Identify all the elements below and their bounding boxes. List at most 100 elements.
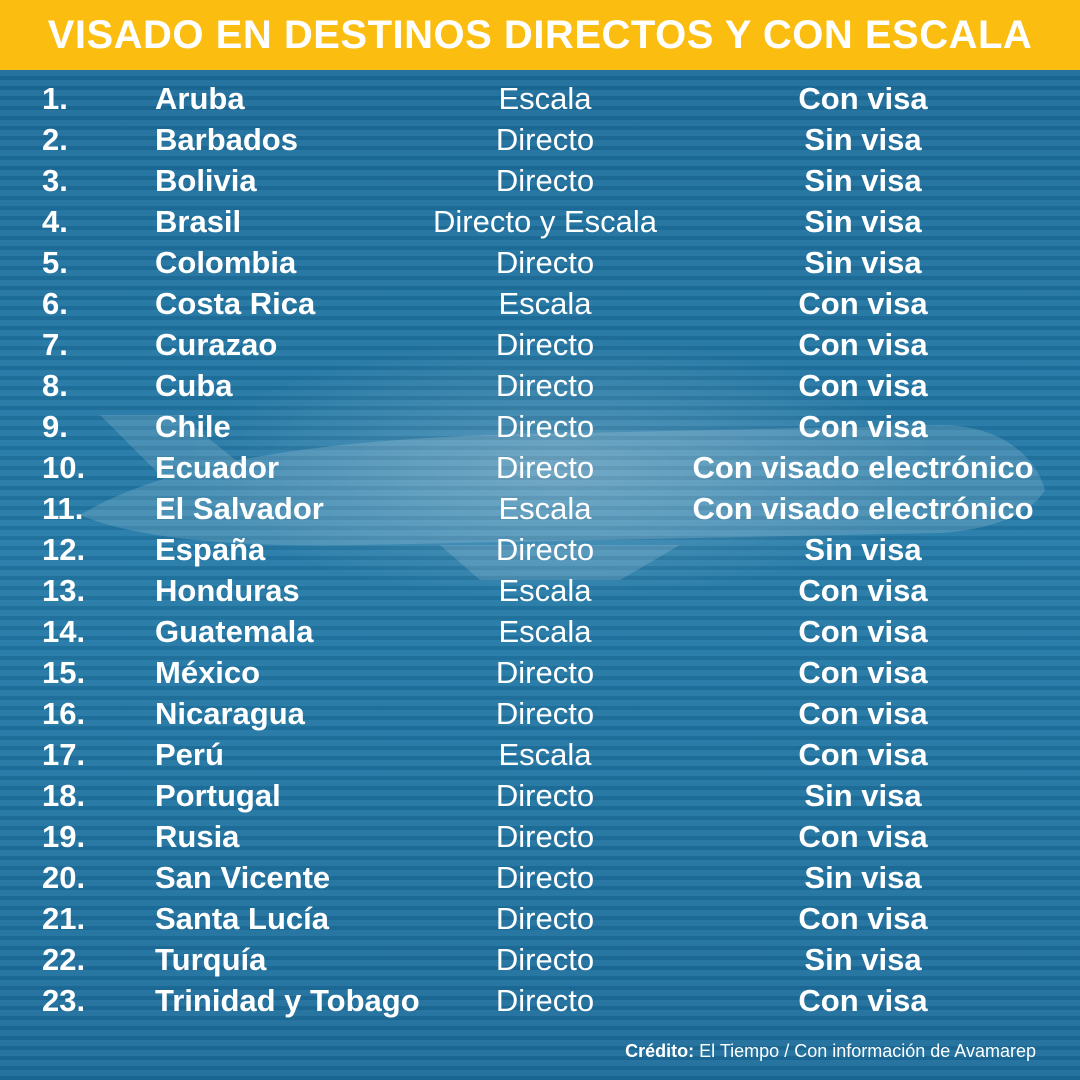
route-type: Directo — [495, 245, 595, 280]
visa-requirement: Con visa — [798, 983, 928, 1018]
table-row: 18. Portugal Directo Sin visa — [0, 775, 1080, 816]
country-name: Ecuador — [155, 450, 280, 485]
row-number: 20. — [42, 860, 86, 895]
table-row: 14. Guatemala Escala Con visa — [0, 611, 1080, 652]
route-type: Directo — [495, 532, 595, 567]
table-row: 11. El Salvador Escala Con visado electróni… — [0, 488, 1080, 529]
country-name: Chile — [155, 409, 231, 444]
table-row: 23. Trinidad y Tobago Directo Con visa — [0, 980, 1080, 1021]
row-number: 11. — [42, 491, 84, 526]
country-name: Bolivia — [155, 163, 257, 198]
country-name: Honduras — [155, 573, 300, 608]
row-number: 17. — [42, 737, 86, 772]
visa-requirement: Sin visa — [804, 942, 922, 977]
visa-requirement: Con visa — [798, 655, 928, 690]
row-number: 22. — [42, 942, 86, 977]
row-number: 1. — [42, 81, 68, 116]
visa-requirement: Sin visa — [804, 122, 922, 157]
table-row: 2. Barbados Directo Sin visa — [0, 119, 1080, 160]
table-row: 17. Perú Escala Con visa — [0, 734, 1080, 775]
country-name: Barbados — [155, 122, 298, 157]
route-type: Directo — [495, 778, 595, 813]
row-number: 13. — [42, 573, 86, 608]
row-number: 14. — [42, 614, 86, 649]
route-type: Directo — [495, 368, 595, 403]
route-type: Directo — [495, 163, 595, 198]
route-type: Escala — [498, 491, 592, 526]
route-type: Directo — [495, 696, 595, 731]
route-type: Directo y Escala — [433, 204, 657, 239]
route-type: Escala — [498, 614, 592, 649]
visa-requirement: Con visa — [798, 573, 928, 608]
visa-requirement: Con visa — [798, 286, 928, 321]
row-number: 5. — [42, 245, 68, 280]
country-name: San Vicente — [155, 860, 331, 895]
row-number: 3. — [42, 163, 68, 198]
country-name: Colombia — [155, 245, 297, 280]
country-name: México — [155, 655, 261, 690]
table-row: 15. México Directo Con visa — [0, 652, 1080, 693]
table-row: 19. Rusia Directo Con visa — [0, 816, 1080, 857]
table-row: 12. España Directo Sin visa — [0, 529, 1080, 570]
table-row: 6. Costa Rica Escala Con visa — [0, 283, 1080, 324]
route-type: Directo — [495, 327, 595, 362]
row-number: 15. — [42, 655, 86, 690]
table-row: 16. Nicaragua Directo Con visa — [0, 693, 1080, 734]
row-number: 9. — [42, 409, 68, 444]
row-number: 19. — [42, 819, 86, 854]
country-name: Brasil — [155, 204, 242, 239]
country-name: Cuba — [155, 368, 233, 403]
country-name: Santa Lucía — [155, 901, 329, 936]
visa-requirement: Con visa — [798, 901, 928, 936]
table-row: 4. Brasil Directo y Escala Sin visa — [0, 201, 1080, 242]
table-row: 8. Cuba Directo Con visa — [0, 365, 1080, 406]
route-type: Directo — [495, 122, 595, 157]
country-name: Perú — [155, 737, 224, 772]
country-name: Turquía — [155, 942, 267, 977]
table-row: 7. Curazao Directo Con visa — [0, 324, 1080, 365]
country-name: Rusia — [155, 819, 240, 854]
route-type: Escala — [498, 737, 592, 772]
visa-requirement: Con visa — [798, 327, 928, 362]
row-number: 23. — [42, 983, 86, 1018]
route-type: Escala — [498, 573, 592, 608]
table-row: 13. Honduras Escala Con visa — [0, 570, 1080, 611]
visa-requirement: Con visa — [798, 81, 928, 116]
country-name: Trinidad y Tobago — [155, 983, 420, 1018]
table-row: 22. Turquía Directo Sin visa — [0, 939, 1080, 980]
visa-requirement: Con visa — [798, 737, 928, 772]
visa-requirement: Con visa — [798, 368, 928, 403]
visa-requirement: Sin visa — [804, 778, 922, 813]
row-number: 8. — [42, 368, 68, 403]
route-type: Escala — [498, 286, 592, 321]
row-number: 4. — [42, 204, 68, 239]
row-number: 2. — [42, 122, 68, 157]
visa-requirement: Sin visa — [804, 245, 922, 280]
row-number: 21. — [42, 901, 86, 936]
visa-requirement: Con visa — [798, 696, 928, 731]
row-number: 16. — [42, 696, 86, 731]
destinations-table: 1. Aruba Escala Con visa 2. Barbados Directo Si… — [0, 78, 1080, 1021]
visa-requirement: Sin visa — [804, 532, 922, 567]
header-banner: VISADO EN DESTINOS DIRECTOS Y CON ESCALA — [0, 0, 1080, 70]
country-name: Costa Rica — [155, 286, 316, 321]
row-number: 12. — [42, 532, 86, 567]
country-name: Guatemala — [155, 614, 314, 649]
visa-requirement: Sin visa — [804, 204, 922, 239]
credit-text: El Tiempo / Con información de Avamarep — [699, 1041, 1036, 1061]
visa-requirement: Con visa — [798, 819, 928, 854]
page-title: VISADO EN DESTINOS DIRECTOS Y CON ESCALA — [47, 12, 1033, 57]
row-number: 7. — [42, 327, 68, 362]
table-row: 10. Ecuador Directo Con visado electrónico — [0, 447, 1080, 488]
route-type: Directo — [495, 942, 595, 977]
visa-requirement: Con visa — [798, 614, 928, 649]
route-type: Directo — [495, 860, 595, 895]
row-number: 10. — [42, 450, 86, 485]
country-name: Nicaragua — [155, 696, 305, 731]
route-type: Directo — [495, 409, 595, 444]
route-type: Directo — [495, 450, 595, 485]
table-row: 21. Santa Lucía Directo Con visa — [0, 898, 1080, 939]
route-type: Directo — [495, 819, 595, 854]
visa-requirement: Sin visa — [804, 860, 922, 895]
route-type: Directo — [495, 983, 595, 1018]
